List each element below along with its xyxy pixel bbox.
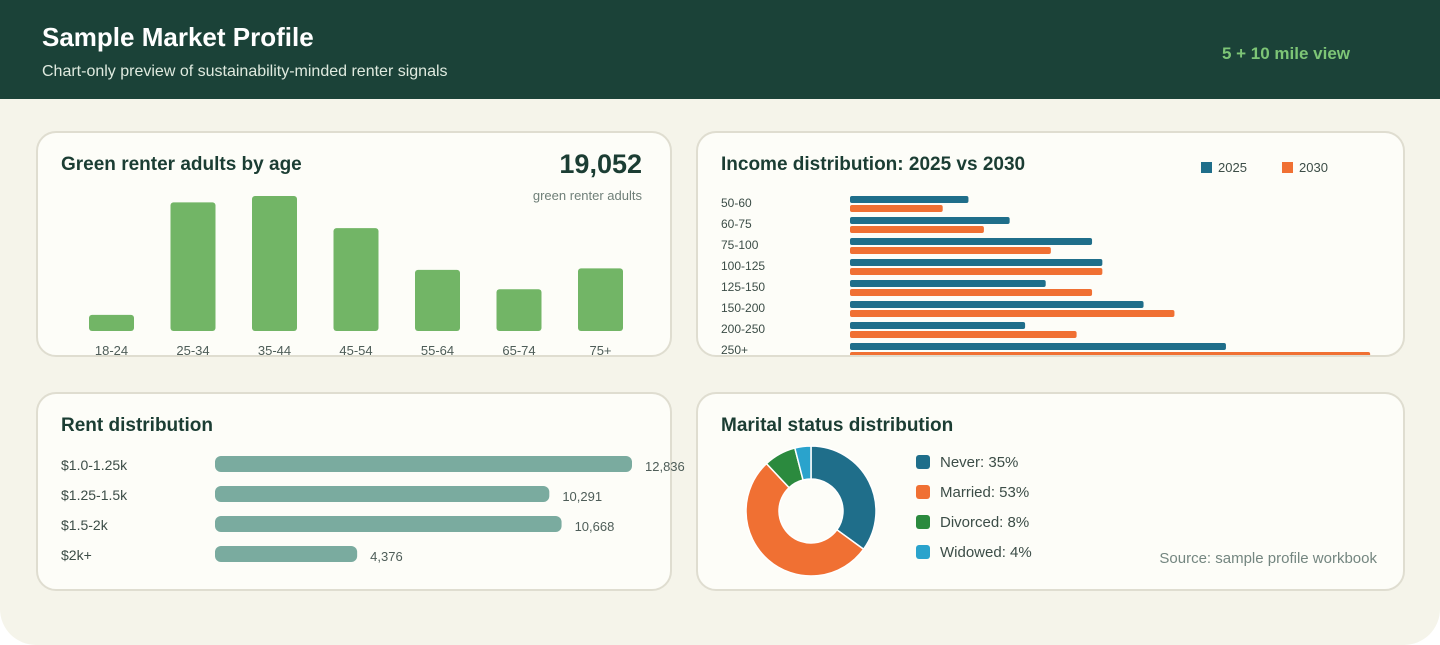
marital-donut-chart <box>745 445 877 577</box>
income-bar-2030 <box>850 289 1093 296</box>
age-bar-chart: 18-24 25-34 35-44 45-54 55-64 65-74 75+ <box>89 196 623 355</box>
age-chart-title: Green renter adults by age <box>61 154 302 175</box>
marital-chart-card: Marital status distribution Never: 35% M… <box>696 392 1405 591</box>
income-tick-label: 50-60 <box>721 196 752 210</box>
income-bar-2025 <box>850 343 1226 350</box>
page-title: Sample Market Profile <box>42 22 314 52</box>
rent-bar <box>215 516 562 532</box>
rent-tick-label: $1.5-2k <box>61 517 109 533</box>
age-tick-label: 65-74 <box>502 343 535 355</box>
age-tick-label: 35-44 <box>258 343 291 355</box>
rent-value-label: 10,291 <box>562 489 602 504</box>
legend-swatch-2030 <box>1282 162 1293 173</box>
age-bar <box>578 268 623 331</box>
income-tick-label: 60-75 <box>721 217 752 231</box>
income-tick-label: 100-125 <box>721 259 765 273</box>
rent-value-label: 10,668 <box>575 519 615 534</box>
legend-swatch-never <box>916 455 930 469</box>
income-bar-2025 <box>850 217 1010 224</box>
donut-slice-never <box>810 445 877 551</box>
rent-bar-chart: $1.0-1.25k 12,836 $1.25-1.5k 10,291 $1.5-2k 1… <box>61 456 685 564</box>
age-bar <box>252 196 297 331</box>
rent-chart-card: Rent distribution $1.0-1.25k 12,836 $1.25-… <box>36 392 685 591</box>
income-chart-title: Income distribution: 2025 vs 2030 <box>721 154 1026 175</box>
income-bar-2030 <box>850 247 1051 254</box>
age-bar <box>89 314 134 331</box>
header-banner: Sample Market Profile Chart-only preview… <box>0 0 1440 99</box>
rent-bar <box>215 486 550 502</box>
legend-label-widowed: Widowed: 4% <box>940 544 1032 561</box>
age-tick-label: 75+ <box>589 343 611 355</box>
income-tick-label: 125-150 <box>721 280 765 294</box>
age-tick-label: 55-64 <box>421 343 454 355</box>
legend-never: Never: 35% <box>916 454 1032 484</box>
total-adults-stat: 19,052 <box>559 149 642 179</box>
income-bar-2030 <box>850 226 984 233</box>
income-bar-2030 <box>850 310 1175 317</box>
age-tick-label: 45-54 <box>339 343 372 355</box>
legend-swatch-married <box>916 485 930 499</box>
rent-tick-label: $1.0-1.25k <box>61 457 128 473</box>
income-bar-chart: 50-60 60-75 75-100 100-125 125-150 150-200 200… <box>721 196 1371 355</box>
legend-swatch-2025 <box>1201 162 1212 173</box>
age-bar <box>415 269 460 331</box>
donut-slice-married <box>745 462 865 577</box>
rent-tick-label: $1.25-1.5k <box>61 487 128 503</box>
view-radius-label: 5 + 10 mile view <box>1221 44 1350 63</box>
age-tick-label: 25-34 <box>176 343 209 355</box>
rent-bar <box>215 546 358 562</box>
legend-label-2030: 2030 <box>1299 160 1328 175</box>
income-bar-2030 <box>850 352 1371 355</box>
source-note: Source: sample profile workbook <box>1159 550 1377 567</box>
rent-value-label: 4,376 <box>370 549 403 564</box>
legend-label-2025: 2025 <box>1218 160 1247 175</box>
marital-legend: Never: 35% Married: 53% Divorced: 8% Wid… <box>916 454 1032 574</box>
income-bar-2025 <box>850 196 969 203</box>
income-tick-label: 150-200 <box>721 301 765 315</box>
income-bar-2030 <box>850 205 943 212</box>
legend-swatch-divorced <box>916 515 930 529</box>
income-bar-2025 <box>850 238 1093 245</box>
legend-widowed: Widowed: 4% <box>916 544 1032 574</box>
legend-2025: 2025 <box>1201 160 1247 175</box>
rent-value-label: 12,836 <box>645 459 685 474</box>
age-tick-label: 18-24 <box>95 343 128 355</box>
legend-divorced: Divorced: 8% <box>916 514 1032 544</box>
marital-chart-title: Marital status distribution <box>721 415 954 436</box>
donut-slice-widowed <box>793 445 812 481</box>
income-bar-2025 <box>850 301 1144 308</box>
income-chart-card: Income distribution: 2025 vs 2030 2025 2… <box>696 131 1405 357</box>
legend-label-married: Married: 53% <box>940 484 1030 501</box>
rent-chart-title: Rent distribution <box>61 415 213 436</box>
income-bar-2030 <box>850 268 1103 275</box>
age-chart-card: Green renter adults by age 19,052 green … <box>36 131 672 357</box>
rent-bar <box>215 456 632 472</box>
income-bar-2025 <box>850 280 1046 287</box>
legend-label-never: Never: 35% <box>940 454 1019 471</box>
income-bar-2030 <box>850 331 1077 338</box>
age-bar <box>333 228 379 331</box>
income-tick-label: 250+ <box>721 343 748 355</box>
legend-label-divorced: Divorced: 8% <box>940 514 1030 531</box>
legend-swatch-widowed <box>916 545 930 559</box>
page-subtitle: Chart-only preview of sustainability-min… <box>42 63 448 80</box>
legend-2030: 2030 <box>1282 160 1328 175</box>
income-tick-label: 200-250 <box>721 322 765 336</box>
income-bar-2025 <box>850 259 1103 266</box>
rent-tick-label: $2k+ <box>61 547 92 563</box>
income-bar-2025 <box>850 322 1026 329</box>
age-bar <box>170 202 216 331</box>
legend-married: Married: 53% <box>916 484 1032 514</box>
income-tick-label: 75-100 <box>721 238 759 252</box>
total-adults-label: green renter adults <box>532 188 642 203</box>
age-bar <box>496 289 542 331</box>
